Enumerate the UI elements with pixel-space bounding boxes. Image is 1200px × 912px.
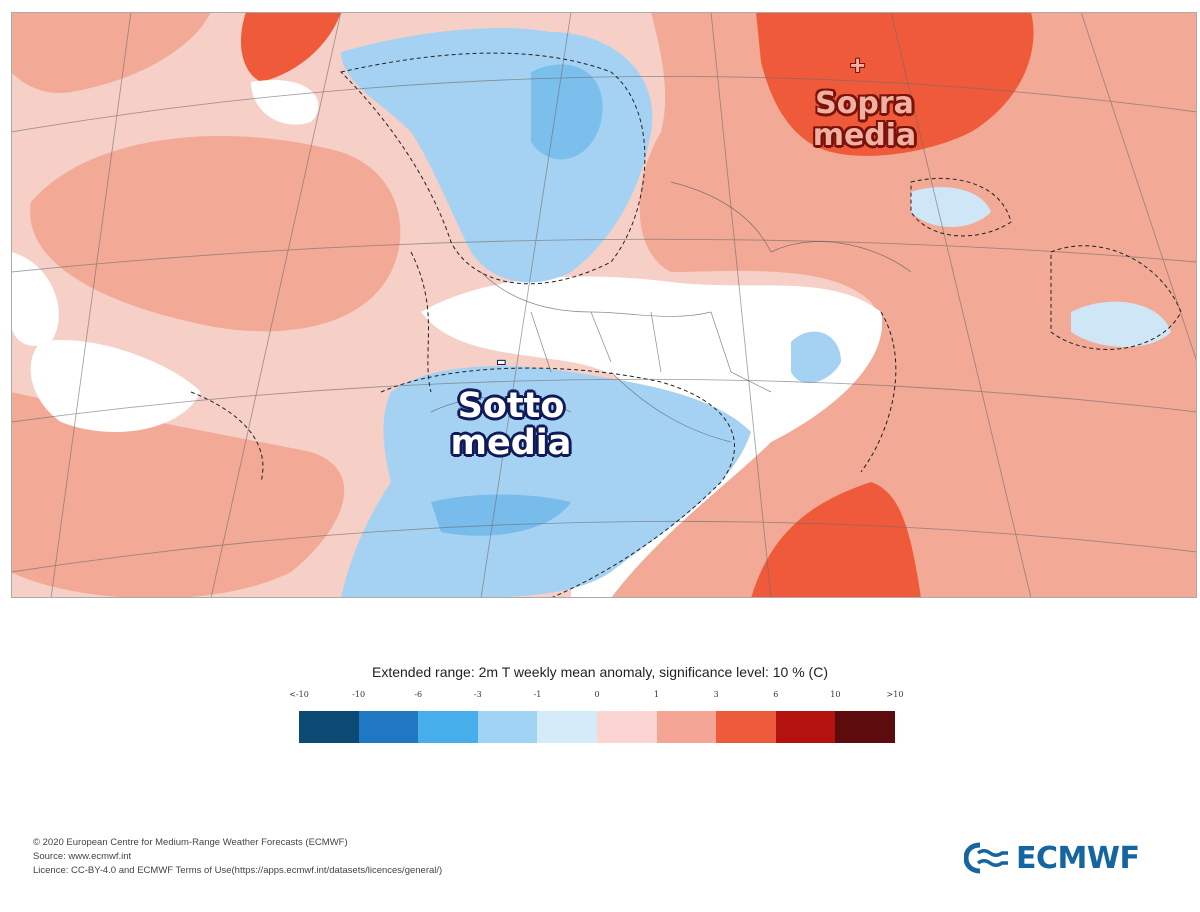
atlantic-neutral-patch <box>11 252 59 346</box>
above-average-sign: + <box>850 50 866 80</box>
iberia-mediterranean-cool-area <box>341 366 751 598</box>
legend-title: Extended range: 2m T weekly mean anomaly… <box>371 664 828 680</box>
balkan-cool-patch <box>791 331 841 383</box>
country-borders <box>430 181 912 443</box>
legend-swatch <box>537 711 597 743</box>
legend-tick-label: <-10 <box>289 690 309 699</box>
western-mediterranean-strong-cool-area <box>431 494 571 536</box>
below-average-sign: - <box>497 345 506 375</box>
africa-strong-warm-area <box>751 482 921 598</box>
legend-tick-label: -1 <box>533 690 542 699</box>
temperature-anomaly-map <box>11 12 1197 598</box>
below-average-label: Sotto media <box>436 388 586 462</box>
central-europe-neutral-area <box>421 276 883 598</box>
legend-tick-label: -6 <box>414 690 423 699</box>
legend-ticks: <-10 -10 -6 -3 -1 0 1 3 6 10 >10 <box>275 690 925 704</box>
footer-licence: Licence: CC-BY-4.0 and ECMWF Terms of Us… <box>33 864 443 876</box>
map-canvas <box>11 12 1197 598</box>
legend-swatch <box>358 711 419 743</box>
legend-swatch <box>716 711 776 743</box>
eastern-warm-area <box>611 12 1197 598</box>
atlantic-neutral-patch-2 <box>30 340 201 432</box>
ecmwf-logo: ECMWF <box>964 836 1140 880</box>
scandinavia-strong-cool-area <box>531 64 603 160</box>
legend-swatch <box>775 711 836 743</box>
graticule-lines <box>11 12 1197 598</box>
legend-tick-label: 10 <box>830 690 841 699</box>
southwest-warm-area <box>11 392 345 598</box>
legend-tick-label: 3 <box>713 690 719 699</box>
legend-color-bar <box>299 711 895 743</box>
below-average-label-text: Sotto media <box>450 386 572 463</box>
ecmwf-logo-icon <box>964 842 1008 874</box>
legend-swatch <box>477 711 538 743</box>
legend-tick-label: 0 <box>594 690 600 699</box>
northwest-warm-area <box>11 12 211 93</box>
caspian-cool-patch <box>1071 301 1171 347</box>
footer-source: Source: www.ecmwf.int <box>33 850 132 862</box>
black-sea-cool-patch <box>911 187 991 227</box>
legend-swatch <box>596 711 657 743</box>
footer-credits: © 2020 European Centre for Medium-Range … <box>33 836 442 877</box>
legend-swatch <box>656 711 717 743</box>
map-frame <box>11 12 1197 598</box>
legend-swatch <box>418 711 478 743</box>
legend-tick-label: 6 <box>773 690 779 699</box>
footer-copyright: © 2020 European Centre for Medium-Range … <box>33 837 348 848</box>
legend-swatch <box>299 711 359 743</box>
legend-swatch <box>835 711 895 743</box>
legend-tick-label: >10 <box>886 690 904 699</box>
significance-contours <box>190 52 1182 598</box>
russia-strong-warm-area <box>756 12 1034 156</box>
legend-tick-label: -10 <box>352 690 366 699</box>
atlantic-warm-area <box>30 136 401 332</box>
legend-tick-label: 1 <box>654 690 660 699</box>
above-average-label-text: Sopra media <box>812 86 917 153</box>
greenland-warm-area <box>241 12 341 82</box>
ecmwf-logo-text: ECMWF <box>1016 840 1140 876</box>
legend-tick-label: -3 <box>473 690 482 699</box>
above-average-label: Sopra media <box>797 88 932 151</box>
north-atlantic-neutral-patch <box>251 80 319 125</box>
